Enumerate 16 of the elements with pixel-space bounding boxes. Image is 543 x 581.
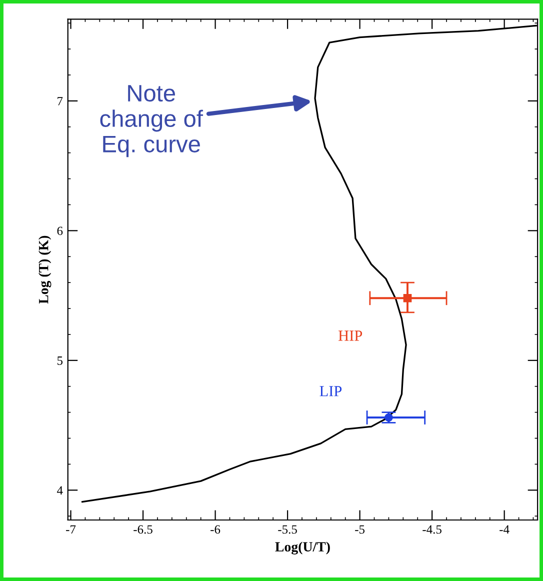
y-tick-label: 7	[58, 97, 63, 106]
annotation: Note change of Eq. curve	[100, 85, 204, 158]
x-tick-label: -6	[210, 525, 220, 534]
x-tick-label: -4.5	[422, 525, 442, 534]
x-tick-label: -5.5	[278, 525, 297, 534]
y-tick-label: 5	[57, 356, 63, 365]
y-axis-title: Log (T) (K)	[38, 236, 52, 304]
text: HIP	[338, 330, 362, 341]
y-tick-label: 4	[57, 486, 63, 494]
x-tick-label: -6.5	[134, 525, 152, 534]
text: LIP	[320, 386, 342, 396]
x-tick-label: -4	[500, 525, 510, 534]
y-tick-label: 6	[57, 226, 63, 236]
x-axis-title: Log(U/T)	[275, 542, 330, 554]
x-tick-label: -7	[66, 525, 76, 534]
x-tick-label: -5	[355, 525, 365, 534]
